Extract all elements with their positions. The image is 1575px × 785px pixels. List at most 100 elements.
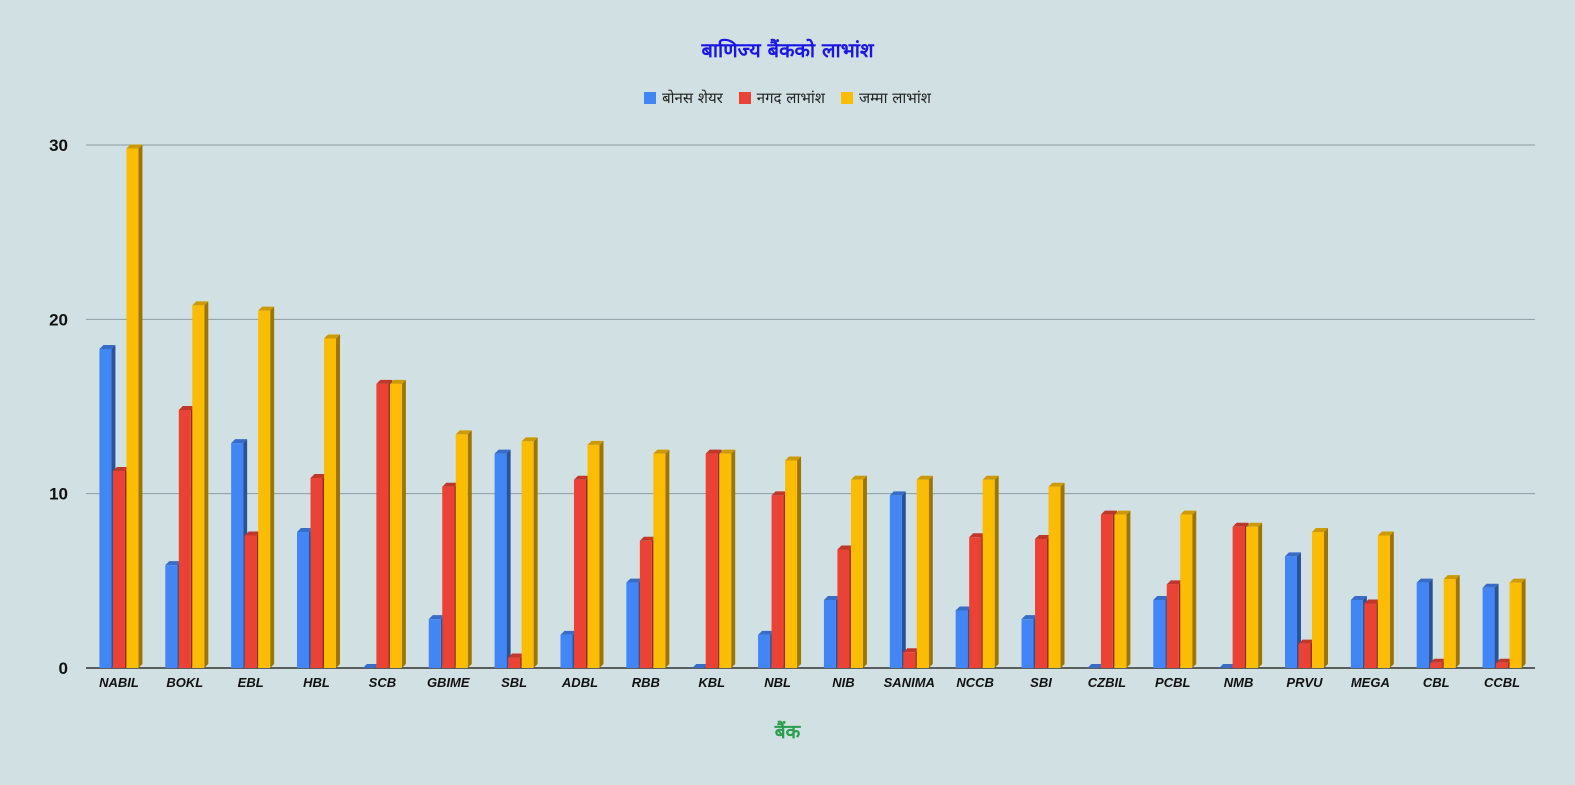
bar-side: [270, 306, 275, 668]
bar-top: [692, 664, 709, 668]
x-tick-label: NABIL: [99, 675, 139, 690]
chart-title: बाणिज्य बैंकको लाभांश: [701, 38, 874, 62]
y-tick-label: 0: [59, 659, 68, 678]
bar: [889, 495, 902, 668]
x-tick-label: NBL: [764, 675, 791, 690]
bar-side: [994, 475, 999, 668]
bar-top: [1416, 578, 1433, 583]
bar: [1364, 603, 1377, 668]
bar-top: [508, 653, 525, 658]
bar-top: [112, 467, 129, 472]
legend-item-total: जम्मा लाभांश: [840, 88, 931, 108]
bar: [1048, 486, 1061, 668]
bar-top: [1311, 528, 1328, 533]
bar-top: [1364, 599, 1381, 604]
y-tick-label: 20: [49, 310, 68, 329]
bar-top: [324, 334, 341, 339]
bar: [1298, 643, 1311, 668]
bar-top: [310, 473, 327, 478]
bar-top: [903, 648, 920, 653]
bar-side: [797, 456, 802, 668]
bar: [955, 610, 968, 668]
bar-top: [823, 596, 840, 601]
bar-top: [626, 578, 643, 583]
bar-side: [1296, 552, 1301, 668]
bar: [1443, 579, 1456, 668]
bar-side: [1428, 578, 1433, 668]
bar: [982, 479, 995, 668]
bar-side: [1494, 583, 1499, 668]
bar-side: [1389, 531, 1394, 668]
bar-top: [969, 533, 986, 538]
bar: [626, 582, 639, 668]
bar-top: [1048, 482, 1065, 487]
bar: [112, 471, 125, 668]
bar-top: [455, 430, 472, 435]
bar: [573, 479, 586, 668]
bar: [771, 495, 784, 668]
x-tick-label: NIB: [832, 675, 854, 690]
x-tick-label: KBL: [698, 675, 725, 690]
bar-top: [1180, 510, 1197, 515]
bar-top: [231, 439, 248, 444]
x-tick-label: SANIMA: [884, 675, 935, 690]
bar: [823, 600, 836, 668]
bar: [587, 444, 600, 668]
bar: [376, 383, 389, 668]
bar-top: [1114, 510, 1131, 515]
bar: [1232, 526, 1245, 668]
bar: [1114, 514, 1127, 668]
bar: [324, 338, 337, 668]
bar-top: [1232, 522, 1249, 527]
bar: [850, 479, 863, 668]
bar-side: [1258, 522, 1263, 668]
legend-label-bonus: बोनस शेयर: [662, 89, 723, 107]
bar: [903, 652, 916, 668]
bar-side: [1455, 575, 1460, 668]
bar-side: [204, 301, 209, 668]
x-tick-label: PCBL: [1155, 675, 1190, 690]
bar: [165, 565, 178, 668]
bar: [428, 619, 441, 668]
bar: [1509, 582, 1522, 668]
x-tick-label: SCB: [369, 675, 396, 690]
bar: [1482, 587, 1495, 668]
bar-top: [1246, 522, 1263, 527]
bar-top: [1482, 583, 1499, 588]
bar: [244, 535, 257, 668]
bar-side: [928, 475, 933, 668]
bar-top: [850, 475, 867, 480]
bar: [494, 453, 507, 668]
x-tick-label: SBL: [501, 675, 527, 690]
bar: [126, 148, 139, 668]
bar: [258, 310, 271, 668]
bar-side: [467, 430, 472, 668]
bar-top: [1298, 639, 1315, 644]
bar-top: [258, 306, 275, 311]
bar-side: [1323, 528, 1328, 668]
x-tick-label: EBL: [238, 675, 264, 690]
x-tick-label: NCCB: [956, 675, 994, 690]
bar-side: [336, 334, 341, 668]
y-tick-label: 30: [49, 136, 68, 155]
bar: [719, 453, 732, 668]
bar: [99, 348, 112, 668]
legend-item-cash: नगद लाभांश: [738, 88, 825, 108]
bar-top: [1509, 578, 1526, 583]
bar: [1430, 662, 1443, 668]
bar: [916, 479, 929, 668]
x-tick-label: ADBL: [561, 675, 598, 690]
bar-top: [1035, 534, 1052, 539]
bar: [1496, 662, 1509, 668]
legend-swatch-total: [840, 92, 853, 104]
bar-top: [1153, 596, 1170, 601]
bar-top: [1430, 658, 1447, 663]
bar-top: [889, 491, 906, 496]
bar-top: [1021, 615, 1038, 620]
bar: [297, 532, 310, 668]
bar-top: [1443, 575, 1460, 580]
bar: [1180, 514, 1193, 668]
bar-top: [428, 615, 445, 620]
bar: [758, 634, 771, 668]
